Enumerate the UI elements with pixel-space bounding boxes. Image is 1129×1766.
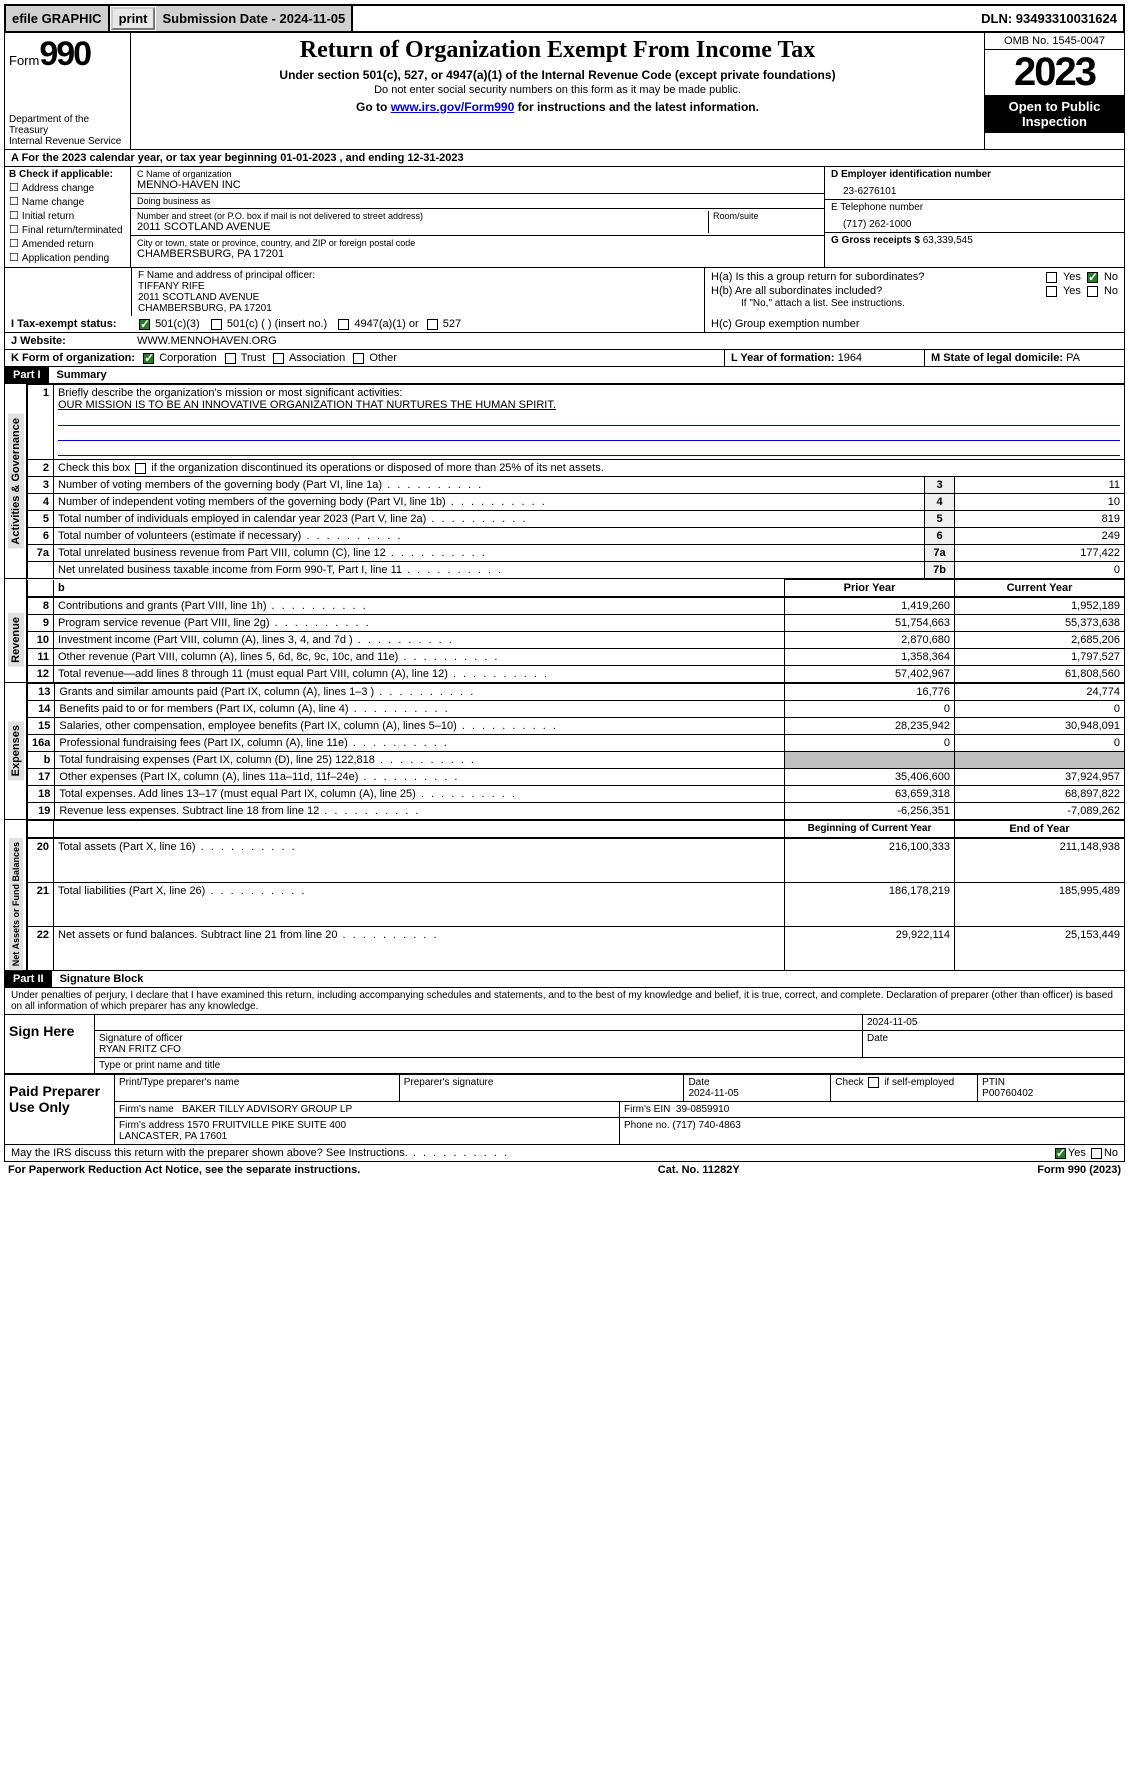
form-label: Form [9, 53, 39, 68]
col-b-checkboxes: B Check if applicable: Address change Na… [5, 167, 131, 267]
org-name: MENNO-HAVEN INC [137, 179, 818, 191]
h-a: H(a) Is this a group return for subordin… [711, 270, 1118, 284]
ha-no[interactable] [1087, 272, 1098, 283]
domicile: PA [1066, 352, 1080, 364]
prep-date: 2024-11-05 [688, 1088, 738, 1099]
website-row: J Website: WWW.MENNOHAVEN.ORG [4, 333, 1125, 350]
discuss-yes[interactable] [1055, 1148, 1066, 1159]
chk-other[interactable] [353, 353, 364, 364]
row-a-period: A For the 2023 calendar year, or tax yea… [4, 150, 1125, 167]
perjury-text: Under penalties of perjury, I declare th… [4, 988, 1125, 1015]
firm-phone: (717) 740-4863 [672, 1120, 740, 1131]
chk-address-change[interactable]: Address change [9, 181, 126, 194]
preparer-block: Paid Preparer Use Only Print/Type prepar… [4, 1075, 1125, 1145]
firm-ein: 39-0859910 [676, 1104, 729, 1115]
chk-name-change[interactable]: Name change [9, 195, 126, 208]
street-label: Number and street (or P.O. box if mail i… [137, 211, 708, 221]
revenue-section: Revenue 8Contributions and grants (Part … [4, 597, 1125, 683]
tax-status-row: I Tax-exempt status: 501(c)(3) 501(c) ( … [4, 316, 1125, 333]
phone-label: E Telephone number [831, 202, 1118, 213]
chk-corp[interactable] [143, 353, 154, 364]
h-b-note: If "No," attach a list. See instructions… [711, 298, 1118, 309]
sign-here-block: Sign Here 2024-11-05 Signature of office… [4, 1015, 1125, 1075]
officer-label: F Name and address of principal officer: [138, 270, 698, 281]
vert-netassets: Net Assets or Fund Balances [9, 838, 23, 970]
chk-final-return[interactable]: Final return/terminated [9, 223, 126, 236]
form-number: 990 [39, 35, 90, 73]
officer-h-row: F Name and address of principal officer:… [4, 267, 1125, 316]
form-title: Return of Organization Exempt From Incom… [139, 37, 976, 64]
expenses-section: Expenses 13Grants and similar amounts pa… [4, 683, 1125, 820]
officer-signature: RYAN FRITZ CFO [99, 1044, 858, 1055]
ha-yes[interactable] [1046, 272, 1057, 283]
firm-name: BAKER TILLY ADVISORY GROUP LP [182, 1104, 352, 1115]
page-footer: For Paperwork Reduction Act Notice, see … [4, 1162, 1125, 1178]
vert-revenue: Revenue [8, 613, 24, 667]
preparer-label: Paid Preparer Use Only [5, 1075, 115, 1144]
h-c: H(c) Group exemption number [704, 316, 1124, 332]
submission-date: Submission Date - 2024-11-05 [156, 6, 353, 31]
form990-link[interactable]: www.irs.gov/Form990 [391, 100, 515, 114]
h-b: H(b) Are all subordinates included? Yes … [711, 284, 1118, 298]
city-label: City or town, state or province, country… [137, 238, 818, 248]
officer-value: TIFFANY RIFE 2011 SCOTLAND AVENUE CHAMBE… [138, 281, 698, 314]
chk-amended[interactable]: Amended return [9, 237, 126, 250]
netassets-section: Net Assets or Fund Balances 20Total asse… [4, 838, 1125, 971]
discuss-no[interactable] [1091, 1148, 1102, 1159]
chk-assoc[interactable] [273, 353, 284, 364]
website-value: WWW.MENNOHAVEN.ORG [131, 333, 1124, 349]
print-button[interactable]: print [111, 7, 156, 30]
chk-discontinued[interactable] [135, 463, 146, 474]
phone-value: (717) 262-1000 [831, 213, 1118, 230]
chk-self-employed[interactable] [868, 1077, 879, 1088]
k-l-m-row: K Form of organization: Corporation Trus… [4, 350, 1125, 367]
chk-501c3[interactable] [139, 319, 150, 330]
dln: DLN: 93493310031624 [975, 6, 1123, 31]
dba-label: Doing business as [137, 196, 818, 206]
vert-expenses: Expenses [8, 721, 24, 780]
discuss-row: May the IRS discuss this return with the… [4, 1145, 1125, 1162]
sign-here-label: Sign Here [5, 1015, 95, 1073]
subtitle-1: Under section 501(c), 527, or 4947(a)(1)… [139, 68, 976, 82]
room-label: Room/suite [713, 211, 818, 221]
gross-label: G Gross receipts $ [831, 235, 920, 246]
open-inspection: Open to Public Inspection [985, 95, 1124, 133]
chk-501c[interactable] [211, 319, 222, 330]
efile-label: efile GRAPHIC [6, 6, 110, 31]
topbar: efile GRAPHIC print Submission Date - 20… [4, 4, 1125, 33]
hb-yes[interactable] [1046, 286, 1057, 297]
dept-label: Department of the Treasury Internal Reve… [9, 114, 126, 147]
chk-trust[interactable] [225, 353, 236, 364]
part2-bar: Part II Signature Block [4, 971, 1125, 988]
chk-app-pending[interactable]: Application pending [9, 251, 126, 264]
city-value: CHAMBERSBURG, PA 17201 [137, 248, 818, 260]
subtitle-3: Go to www.irs.gov/Form990 for instructio… [139, 100, 976, 114]
part1-bar: Part I Summary [4, 367, 1125, 384]
form-header: Form990 Department of the Treasury Inter… [4, 33, 1125, 150]
year-header: b Prior Year Current Year [4, 579, 1125, 597]
ein-label: D Employer identification number [831, 169, 1118, 180]
governance-section: Activities & Governance 1 Briefly descri… [4, 384, 1125, 579]
tax-year: 2023 [985, 50, 1124, 95]
netassets-header: Beginning of Current Year End of Year [4, 820, 1125, 838]
org-name-label: C Name of organization [137, 169, 818, 179]
chk-4947[interactable] [338, 319, 349, 330]
vert-governance: Activities & Governance [8, 414, 24, 549]
year-formation: 1964 [838, 352, 862, 364]
chk-initial-return[interactable]: Initial return [9, 209, 126, 222]
subtitle-2: Do not enter social security numbers on … [139, 84, 976, 96]
omb-number: OMB No. 1545-0047 [985, 33, 1124, 50]
gross-value: 63,339,545 [923, 235, 973, 246]
hb-no[interactable] [1087, 286, 1098, 297]
ein-value: 23-6276101 [831, 180, 1118, 197]
street-value: 2011 SCOTLAND AVENUE [137, 221, 708, 233]
identity-grid: B Check if applicable: Address change Na… [4, 167, 1125, 267]
sign-date: 2024-11-05 [863, 1015, 1124, 1030]
ptin: P00760402 [982, 1088, 1033, 1099]
chk-527[interactable] [427, 319, 438, 330]
mission: OUR MISSION IS TO BE AN INNOVATIVE ORGAN… [58, 399, 556, 411]
